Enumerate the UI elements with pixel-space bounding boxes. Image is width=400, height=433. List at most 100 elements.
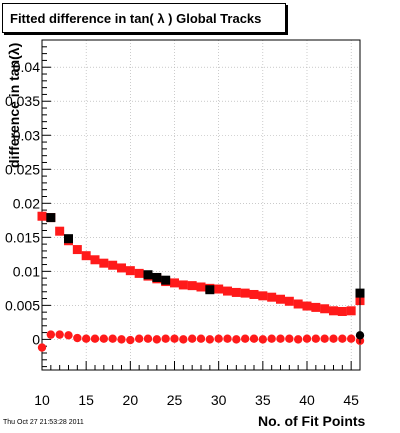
data-point-square — [170, 278, 179, 288]
y-axis-label: difference in tan(λ) — [6, 42, 22, 168]
data-point-square — [214, 284, 224, 294]
data-point-circle — [223, 334, 232, 343]
y-tick-label: 0.04 — [13, 59, 40, 75]
data-point-square — [258, 291, 268, 301]
data-point-circle — [276, 334, 285, 343]
data-point-circle — [293, 335, 303, 344]
data-point-square — [320, 304, 330, 314]
data-point-circle — [117, 335, 126, 344]
data-point-square — [196, 282, 206, 292]
data-point-circle — [258, 335, 268, 344]
data-point-circle — [302, 334, 312, 343]
data-point-circle — [108, 334, 117, 343]
data-point-circle — [134, 334, 144, 343]
data-point-square — [240, 288, 250, 298]
data-point-square — [311, 302, 321, 312]
data-point-square — [337, 306, 347, 316]
series-2 — [37, 330, 365, 352]
data-point-circle — [170, 334, 179, 343]
data-point-square — [187, 281, 197, 291]
data-point-square — [46, 213, 56, 223]
tick-labels: 10 15 20 25 30 35 40 45 0 0.005 0.01 0.015 0.02 0.025… — [5, 59, 359, 408]
data-point-circle — [338, 334, 347, 343]
data-point-circle — [46, 330, 56, 339]
y-tick-label: 0.02 — [13, 195, 40, 211]
data-point-square — [223, 286, 232, 296]
x-tick-label: 45 — [343, 392, 359, 408]
data-point-circle — [179, 335, 188, 344]
y-tick-label: 0.005 — [5, 297, 40, 313]
data-point-circle — [232, 335, 241, 344]
data-point-circle — [161, 334, 170, 343]
data-point-circle — [152, 335, 162, 344]
data-point-circle — [73, 333, 82, 343]
y-tick-label: 0.025 — [5, 161, 40, 177]
data-point-circle — [346, 334, 356, 343]
data-point-square — [99, 258, 109, 268]
data-point-square — [329, 306, 338, 316]
data-point-circle — [249, 334, 259, 343]
data-point-square — [276, 294, 285, 304]
data-point-square — [346, 306, 356, 316]
x-tick-label: 35 — [255, 392, 271, 408]
chart-title-box: Fitted difference in tan( λ ) Global Tra… — [2, 3, 286, 33]
data-point-circle — [187, 334, 197, 343]
timestamp: Thu Oct 27 21:53:28 2011 — [3, 419, 84, 426]
data-point-square — [64, 234, 73, 244]
data-point-circle — [285, 334, 294, 343]
data-point-circle — [214, 334, 223, 343]
y-tick-label: 0.01 — [13, 263, 40, 279]
plot-frame — [41, 39, 361, 371]
data-point-square — [117, 263, 126, 273]
series-0 — [37, 211, 365, 316]
x-tick-label: 15 — [78, 392, 94, 408]
data-point-square — [302, 301, 312, 311]
data-point-square — [152, 272, 162, 282]
grid — [41, 40, 360, 370]
data-point-circle — [320, 334, 329, 343]
data-point-circle — [267, 334, 276, 343]
data-point-circle — [240, 334, 250, 343]
data-point-square — [178, 280, 188, 290]
data-point-square — [267, 292, 277, 302]
data-point-circle — [126, 335, 135, 345]
data-point-square — [231, 287, 241, 297]
data-point-circle — [37, 343, 47, 352]
data-point-square — [108, 260, 118, 270]
x-tick-label: 30 — [211, 392, 227, 408]
data-point-square — [72, 245, 82, 255]
y-tick-label: 0.015 — [5, 229, 40, 245]
data-point-circle — [143, 334, 153, 343]
data-point-square — [134, 268, 144, 278]
data-point-circle — [329, 334, 338, 343]
data-markers — [37, 211, 365, 352]
data-point-square — [125, 266, 135, 276]
data-point-square — [143, 270, 153, 280]
data-point-circle — [205, 335, 215, 344]
x-tick-label: 40 — [299, 392, 315, 408]
data-point-square — [284, 296, 294, 306]
data-point-circle — [55, 330, 64, 339]
data-point-circle — [90, 334, 100, 343]
data-point-square — [81, 251, 91, 261]
data-point-square — [205, 285, 215, 295]
x-tick-label: 20 — [123, 392, 139, 408]
data-point-circle — [99, 334, 109, 343]
data-point-square — [161, 275, 171, 285]
data-point-square — [37, 211, 47, 221]
chart-title: Fitted difference in tan( λ ) Global Tra… — [10, 11, 262, 26]
data-point-circle — [311, 334, 321, 343]
data-point-square — [293, 299, 303, 309]
x-tick-label: 25 — [167, 392, 183, 408]
axis-ticks — [41, 46, 361, 370]
data-point-circle — [64, 331, 73, 340]
data-point-square — [90, 255, 100, 265]
data-point-square — [249, 289, 259, 299]
x-axis-label: No. of Fit Points — [258, 413, 366, 429]
data-point-circle — [81, 334, 91, 343]
y-tick-label: 0.035 — [5, 93, 40, 109]
x-tick-label: 10 — [34, 392, 50, 408]
data-point-square — [55, 226, 65, 236]
data-point-circle — [196, 334, 206, 343]
